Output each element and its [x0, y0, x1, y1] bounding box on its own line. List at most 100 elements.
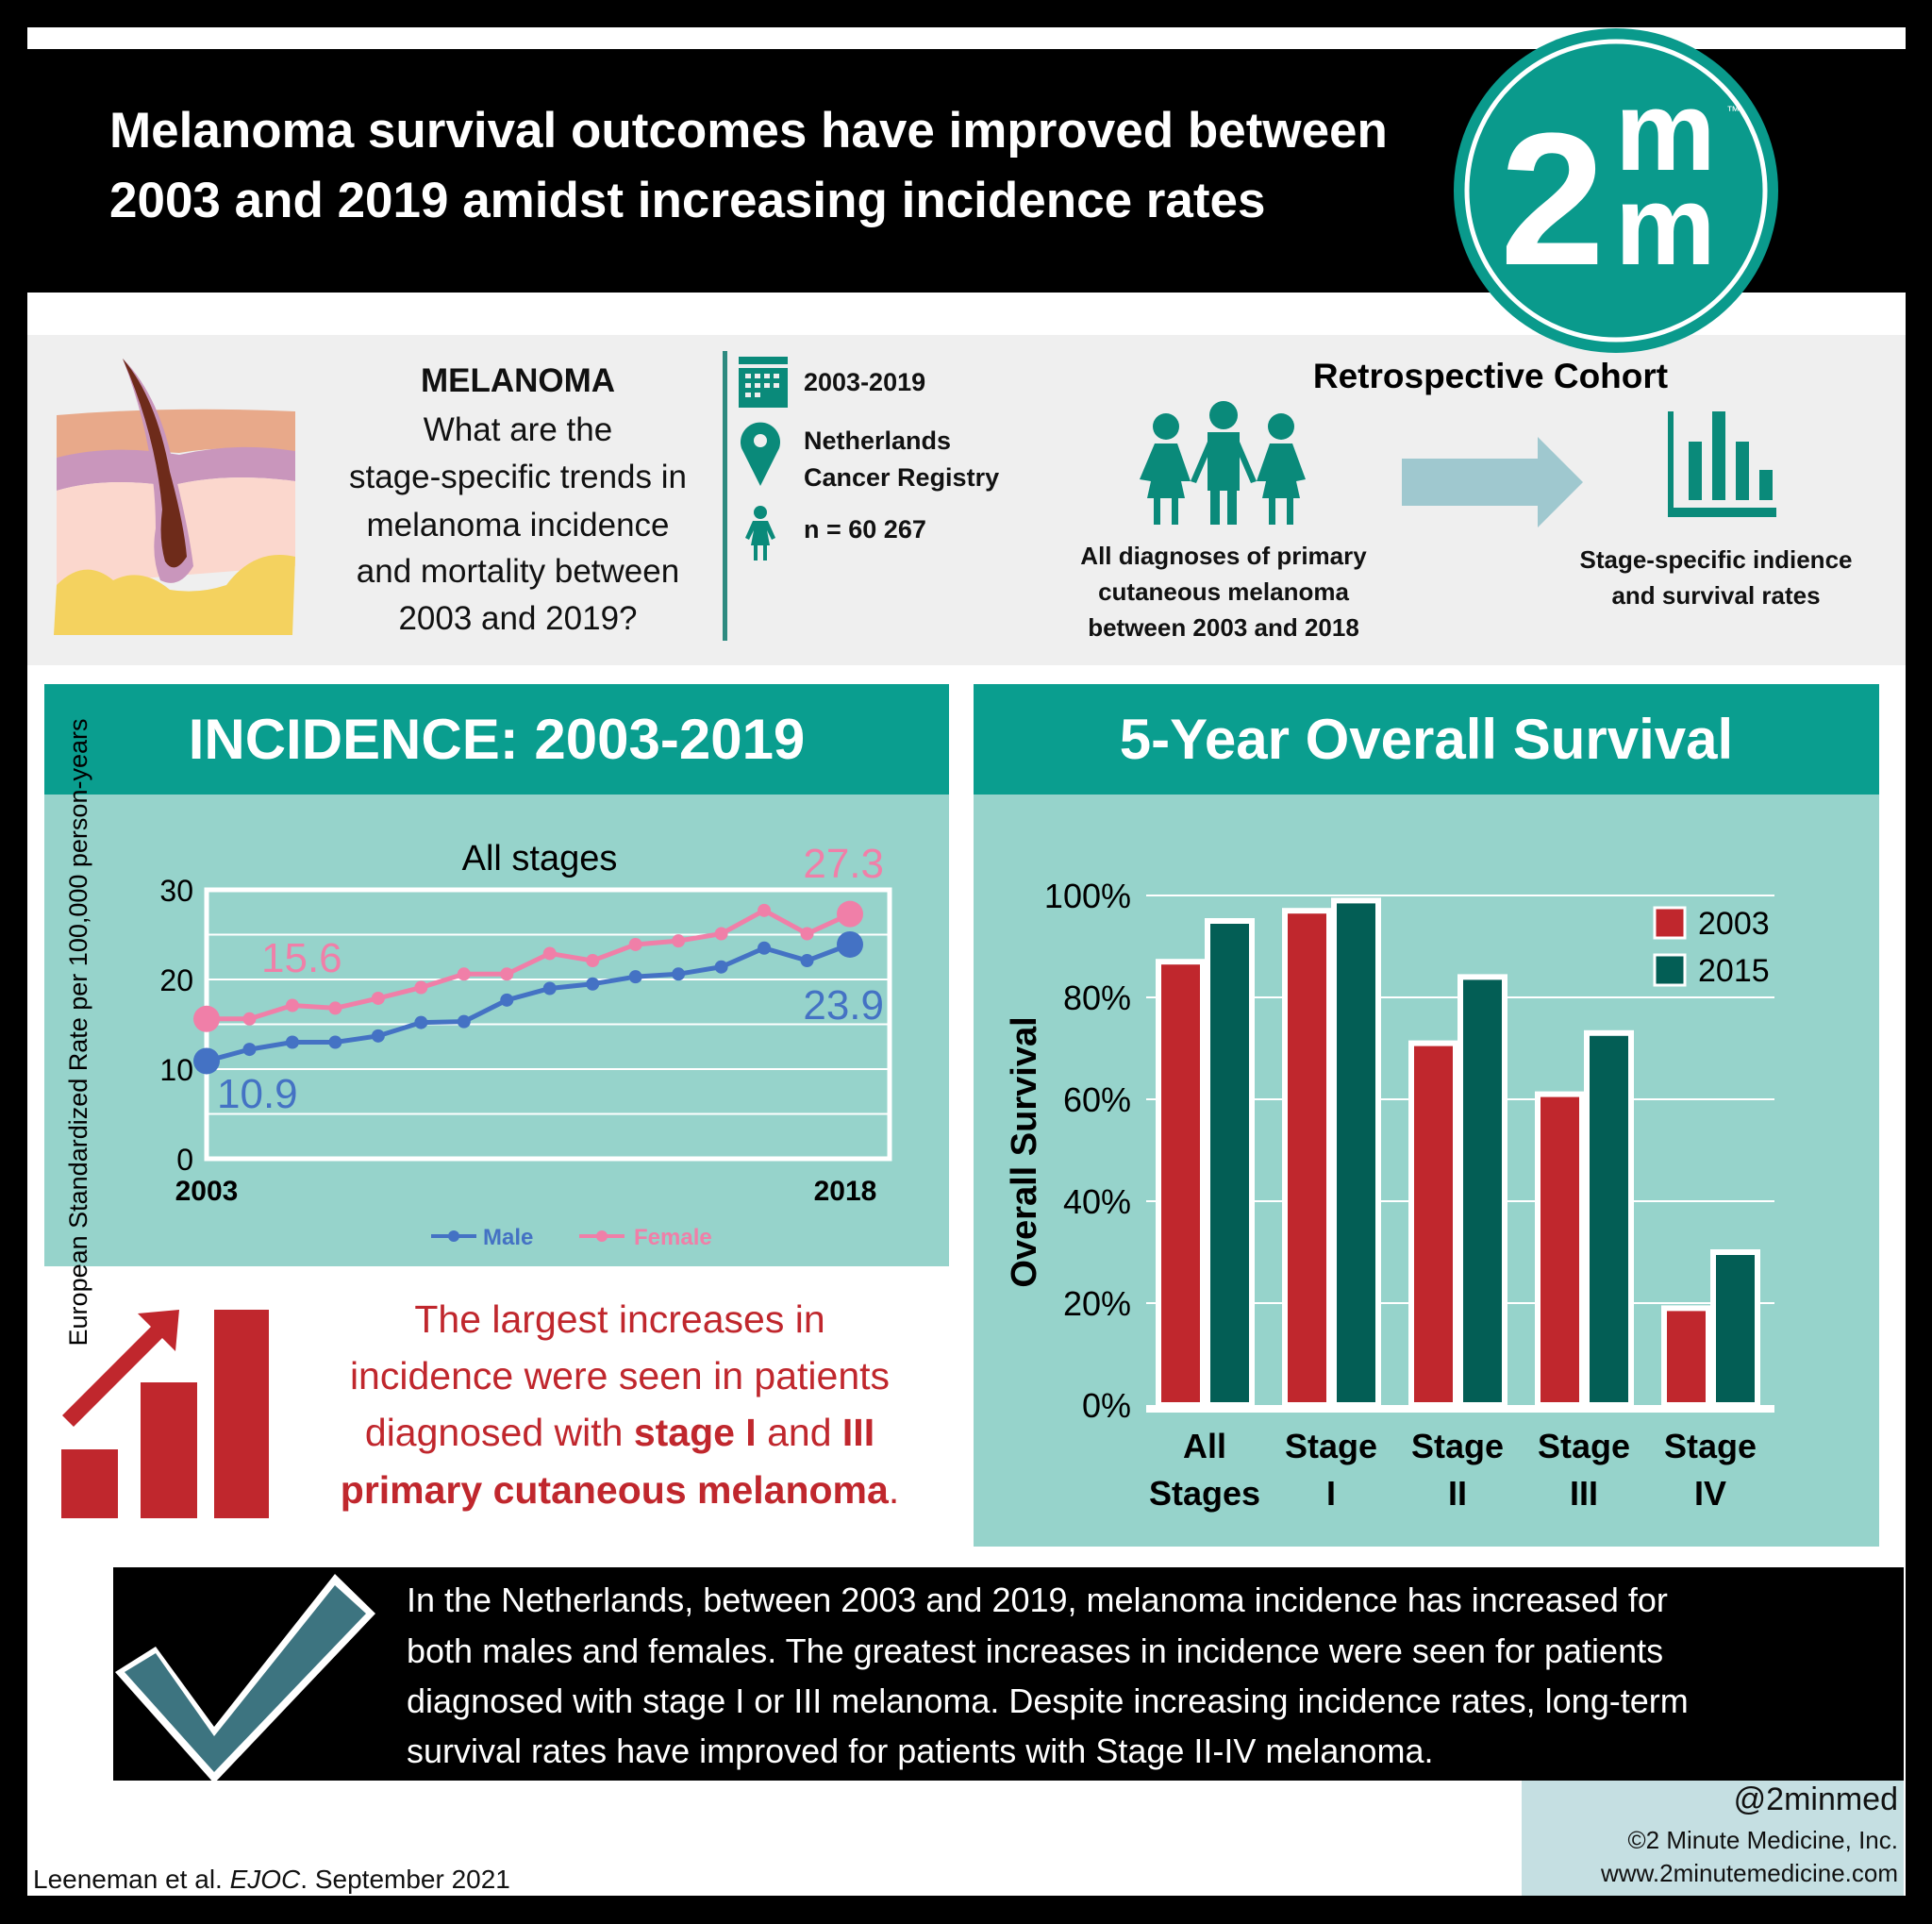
series-line-male: [206, 942, 851, 1063]
bar-2003: [1282, 908, 1332, 1408]
population-line: cutaneous melanoma: [1098, 577, 1349, 606]
data-point: [242, 1012, 257, 1026]
rising-bar-chart-icon: [61, 1310, 269, 1518]
data-point: [500, 967, 514, 981]
legend-female-label: Female: [634, 1225, 712, 1250]
data-point: [371, 1029, 385, 1043]
question-line: melanoma incidence: [366, 507, 670, 544]
data-point: [542, 946, 557, 961]
y-tick-label: 30: [159, 874, 193, 908]
question-line: stage-specific trends in: [349, 459, 687, 495]
registry-line1: Netherlands: [804, 427, 952, 455]
website-link[interactable]: www.2minutemedicine.com: [1600, 1859, 1898, 1887]
data-point: [193, 1005, 220, 1032]
bar-2003: [1535, 1091, 1585, 1408]
legend-2003-label: 2003: [1698, 906, 1770, 942]
data-point: [586, 977, 600, 991]
male-first-label: 10.9: [217, 1071, 298, 1117]
y-tick-label: 40%: [1063, 1182, 1131, 1221]
data-point: [714, 960, 728, 974]
finding-text: and: [756, 1411, 842, 1454]
x-tick-label: 2003: [175, 1176, 239, 1207]
brand-box: [1522, 1781, 1904, 1896]
svg-text:m: m: [1615, 68, 1716, 194]
page-title-line1: Melanoma survival outcomes have improved…: [109, 103, 1388, 159]
data-point: [758, 941, 772, 955]
finding-line: The largest increases in: [414, 1297, 825, 1341]
location-pin-icon: [741, 422, 780, 486]
bar-2003: [1408, 1040, 1458, 1408]
social-handle[interactable]: @2minmed: [1733, 1782, 1898, 1817]
calendar-icon: [739, 357, 788, 408]
y-tick-label: 20%: [1063, 1284, 1131, 1323]
citation-authors: Leeneman et al.: [33, 1865, 230, 1894]
checkmark-icon: [115, 1574, 375, 1783]
svg-text:2: 2: [1500, 94, 1605, 305]
svg-text:m: m: [1615, 162, 1716, 289]
series-line-female: [207, 908, 852, 1022]
data-point: [837, 900, 863, 928]
y-tick-label: 100%: [1044, 877, 1131, 915]
population-line: All diagnoses of primary: [1080, 542, 1367, 570]
legend-male-marker: [448, 1230, 459, 1242]
category-label: II: [1448, 1474, 1467, 1513]
population-line: between 2003 and 2018: [1088, 613, 1359, 642]
data-point: [457, 1014, 471, 1029]
data-point: [714, 927, 728, 941]
bar-chart-ylabel: Overall Survival: [1005, 1016, 1044, 1287]
citation: Leeneman et al. EJOC. September 2021: [33, 1865, 510, 1895]
finding-text: diagnosed with: [364, 1411, 634, 1454]
study-period: 2003-2019: [804, 368, 926, 396]
ylabel-text: European Standardized Rate per 100,000 p…: [64, 719, 92, 1347]
citation-date: . September 2021: [300, 1865, 510, 1894]
data-point: [800, 954, 814, 968]
legend-2015-label: 2015: [1698, 953, 1770, 989]
data-point: [800, 927, 814, 941]
data-point: [672, 934, 686, 948]
finding-bold: stage I: [633, 1411, 757, 1454]
survival-header: 5-Year Overall Survival: [974, 684, 1879, 795]
incidence-line-chart: All stages European Standardized Rate pe…: [64, 719, 892, 1347]
data-point: [542, 981, 557, 995]
legend-2015-swatch: [1653, 953, 1687, 987]
page-title-line2: 2003 and 2019 amidst increasing incidenc…: [109, 173, 1266, 228]
outcome-line: and survival rates: [1611, 581, 1821, 610]
bar-2015: [1457, 974, 1507, 1409]
category-label: Stages: [1149, 1474, 1260, 1513]
data-point: [414, 980, 428, 995]
finding-bold: primary cutaneous melanoma: [340, 1468, 889, 1512]
bar-2015: [1205, 918, 1255, 1408]
data-point: [586, 954, 600, 968]
data-point: [672, 967, 686, 981]
legend-male-label: Male: [483, 1225, 533, 1250]
finding-line: incidence were seen in patients: [349, 1354, 891, 1397]
data-point: [242, 1043, 257, 1057]
data-point: [837, 930, 863, 958]
category-label: III: [1570, 1474, 1598, 1513]
legend-female-marker: [596, 1230, 608, 1242]
data-point: [628, 970, 642, 984]
survival-bar-chart: Overall Survival 2003 2015 0% 20% 40% 60% 80…: [1005, 877, 1774, 1513]
registry-line2: Cancer Registry: [804, 463, 1000, 492]
sample-size: n = 60 267: [804, 515, 926, 544]
summary-line: survival rates have improved for patient…: [407, 1732, 1434, 1770]
bar-2015: [1331, 897, 1381, 1408]
summary-line: both males and females. The greatest inc…: [407, 1631, 1664, 1670]
data-point: [328, 1035, 342, 1049]
citation-journal: EJOC: [229, 1865, 301, 1894]
person-icon: [745, 506, 775, 560]
legend-2003-swatch: [1653, 906, 1687, 940]
line-chart-title: All stages: [462, 839, 618, 878]
category-label: I: [1326, 1474, 1336, 1513]
question-line: What are the: [423, 411, 613, 448]
data-point: [414, 1015, 428, 1029]
arrow-right-icon: [1402, 437, 1583, 527]
y-tick-label: 60%: [1063, 1080, 1131, 1119]
line-chart-ylabel: European Standardized Rate per 100,000 p…: [64, 719, 92, 1347]
data-point: [371, 991, 385, 1005]
logo-icon: 2 m m ™: [1454, 28, 1778, 353]
female-first-label: 15.6: [261, 935, 342, 981]
people-group-icon: [1140, 401, 1306, 525]
y-tick-label: 80%: [1063, 979, 1131, 1017]
y-tick-label: 0: [176, 1143, 193, 1177]
